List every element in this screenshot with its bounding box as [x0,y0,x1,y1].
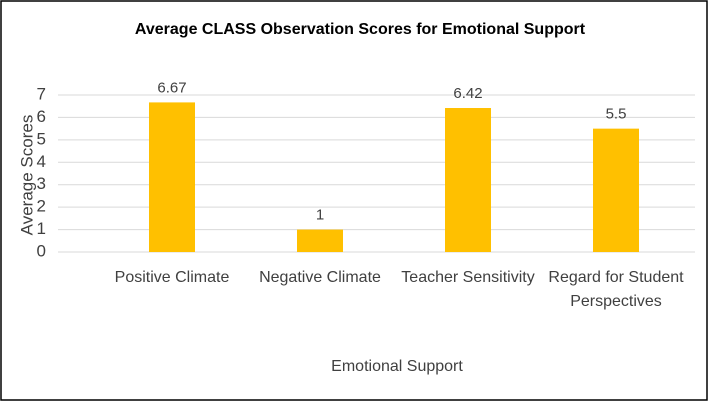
y-tick-label: 3 [37,174,46,193]
bar [593,128,639,252]
y-tick-label: 0 [37,241,46,260]
y-tick-label: 1 [37,219,46,238]
x-tick-label: Teacher Sensitivity [401,269,535,286]
x-tick-label: Regard for Student Perspectives [548,269,684,310]
x-tick-label: Positive Climate [114,269,230,286]
chart-title: Average CLASS Observation Scores for Emo… [134,21,586,38]
y-tick-label: 7 [37,84,46,103]
data-label: 6.42 [453,85,482,102]
bar [297,229,343,252]
data-label: 1 [316,207,324,224]
y-tick-label: 4 [37,152,46,171]
y-tick-label: 6 [37,107,46,126]
y-tick-label: 5 [37,129,46,148]
y-axis-title: Average Scores [17,115,36,236]
bar [149,102,195,252]
data-label: 6.67 [157,79,186,96]
bar [445,108,491,252]
x-axis-title: Emotional Support [331,358,463,375]
y-tick-label: 2 [37,197,46,216]
x-tick-label: Negative Climate [259,269,381,286]
data-label: 5.5 [606,106,627,123]
